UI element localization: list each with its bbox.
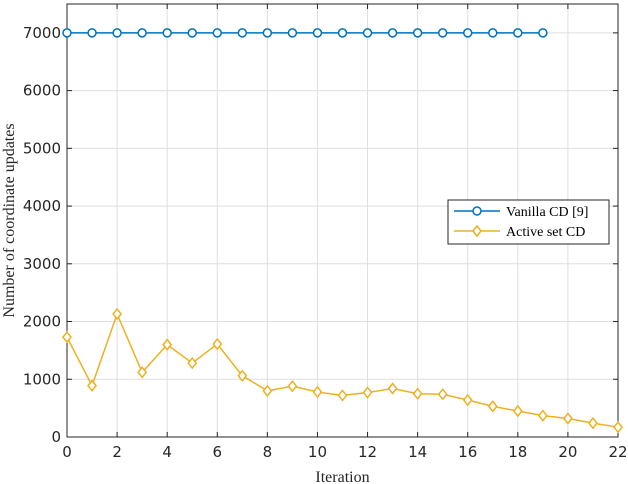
y-tick-label: 0 [51, 428, 61, 446]
legend: Vanilla CD [9] Active set CD [447, 199, 610, 245]
y-tick-label: 2000 [23, 313, 61, 331]
data-point [62, 330, 72, 344]
legend-marker [472, 224, 482, 238]
data-point [162, 338, 173, 351]
x-tick-label: 0 [62, 443, 72, 461]
data-point [112, 28, 122, 38]
x-tick-label: 12 [358, 443, 377, 461]
data-point [362, 386, 373, 399]
data-point [562, 412, 573, 425]
data-point [112, 307, 123, 321]
data-point [137, 28, 147, 38]
x-tick-label: 2 [112, 443, 122, 461]
data-point [537, 409, 548, 422]
data-series [62, 28, 623, 434]
data-point [462, 28, 473, 38]
x-tick-label: 14 [408, 443, 427, 461]
data-point [187, 28, 197, 38]
x-tick-label: 4 [162, 443, 172, 461]
x-tick-label: 20 [558, 443, 577, 461]
data-point [137, 366, 148, 379]
data-point [87, 379, 98, 392]
y-tick-label: 6000 [23, 82, 61, 100]
data-point [312, 385, 323, 399]
axis-labels: 0 2 4 6 8 10 12 14 16 18 20 22 0 1000 2000 3000 4000 5000… [1, 24, 628, 484]
y-tick-label: 1000 [23, 370, 61, 388]
data-point [287, 379, 298, 393]
series-2 [62, 307, 623, 434]
data-point [337, 389, 348, 402]
data-point [487, 400, 498, 413]
data-point [287, 28, 298, 38]
data-point [488, 28, 498, 38]
data-point [362, 28, 373, 38]
legend-marker [472, 206, 482, 216]
data-point [387, 382, 398, 395]
data-point [312, 28, 323, 38]
data-point [538, 28, 548, 38]
data-point [162, 28, 172, 38]
data-point [462, 393, 473, 407]
series-1 [62, 28, 548, 38]
x-tick-label: 8 [263, 443, 273, 461]
y-tick-label: 4000 [23, 197, 61, 215]
data-point [412, 28, 423, 38]
legend-entry-label: Active set CD [506, 225, 585, 240]
data-point [237, 369, 248, 383]
y-tick-label: 3000 [23, 255, 61, 273]
data-point [212, 28, 223, 38]
data-point [212, 337, 223, 351]
x-axis-title: Iteration [315, 469, 369, 484]
legend-entry-label: Vanilla CD [9] [506, 205, 588, 220]
y-tick-label: 5000 [23, 139, 61, 157]
data-point [62, 28, 72, 38]
data-point [87, 28, 97, 38]
data-point [437, 388, 448, 401]
x-tick-label: 16 [458, 443, 477, 461]
data-point [512, 404, 523, 418]
data-point [262, 28, 273, 38]
x-tick-label: 22 [608, 443, 627, 461]
data-point [337, 28, 348, 38]
data-point [437, 28, 448, 38]
data-point [587, 416, 598, 430]
data-point [513, 28, 523, 38]
data-point [262, 384, 273, 398]
y-axis-title: Number of coordinate updates [1, 123, 18, 317]
data-point [387, 28, 398, 38]
y-tick-label: 7000 [23, 24, 61, 42]
x-tick-label: 18 [508, 443, 527, 461]
plot-frame [66, 3, 619, 438]
data-point [613, 420, 623, 434]
x-tick-label: 6 [212, 443, 222, 461]
data-point [237, 28, 248, 38]
data-point [412, 387, 423, 400]
axes [66, 3, 619, 438]
x-tick-label: 10 [308, 443, 327, 461]
data-point [187, 356, 198, 370]
